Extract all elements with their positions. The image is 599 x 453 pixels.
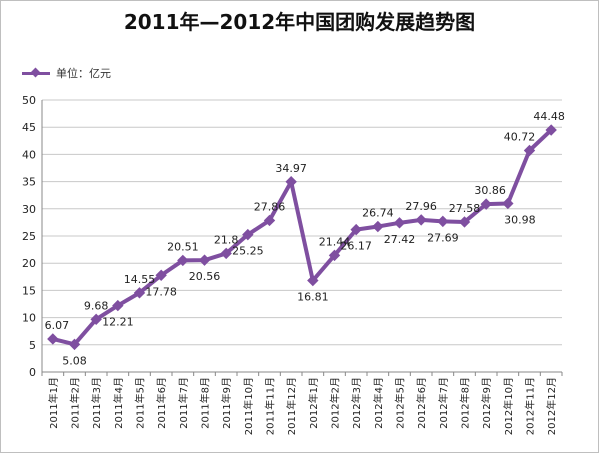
data-label: 17.78: [145, 285, 177, 298]
x-tick-label: 2011年3月: [90, 377, 103, 429]
chart-title: 2011年—2012年中国团购发展趋势图: [123, 10, 476, 34]
data-label: 30.98: [504, 213, 536, 226]
x-tick-label: 2011年9月: [220, 377, 233, 429]
x-tick-label: 2012年8月: [459, 377, 472, 429]
data-point: [263, 214, 276, 227]
data-point: [458, 216, 471, 228]
data-point: [415, 214, 427, 226]
data-label: 27.42: [384, 233, 416, 246]
data-label: 5.08: [62, 354, 87, 367]
series-line: [52, 128, 553, 347]
data-point: [177, 254, 189, 267]
data-point: [307, 274, 319, 287]
data-point: [523, 144, 536, 157]
data-label: 9.68: [84, 299, 109, 312]
x-tick-label: 2011年8月: [199, 377, 212, 429]
x-tick-label: 2011年5月: [134, 377, 147, 429]
data-point: [155, 269, 167, 281]
data-point: [372, 220, 384, 233]
data-point: [133, 287, 146, 299]
x-tick-label: 2012年5月: [394, 377, 407, 429]
x-tick-label: 2012年11月: [524, 377, 537, 435]
data-label: 6.07: [45, 319, 70, 332]
data-point: [502, 197, 514, 210]
x-tick-label: 2012年4月: [372, 377, 385, 429]
data-point: [285, 176, 297, 188]
data-label: 20.56: [189, 270, 221, 283]
y-tick-label: 40: [22, 148, 36, 161]
y-tick-label: 50: [22, 94, 36, 107]
data-label: 26.74: [362, 207, 394, 220]
y-tick-label: 15: [22, 284, 36, 297]
y-tick-label: 0: [29, 366, 36, 379]
data-point: [328, 249, 341, 262]
data-label: 25.25: [232, 245, 264, 258]
x-tick-label: 2012年6月: [415, 377, 428, 429]
data-point: [68, 338, 81, 351]
x-tick-label: 2012年12月: [545, 377, 558, 435]
x-tick-label: 2012年7月: [437, 377, 450, 429]
y-tick-label: 25: [22, 230, 36, 243]
data-label: 30.86: [474, 184, 506, 197]
data-point: [198, 254, 211, 266]
data-point: [393, 217, 406, 229]
data-point: [242, 228, 254, 241]
x-tick-label: 2012年9月: [480, 377, 493, 429]
data-label: 14.55: [124, 273, 156, 286]
data-label: 12.21: [102, 316, 134, 329]
x-tick-label: 2011年11月: [264, 377, 277, 435]
data-label: 26.17: [340, 240, 372, 253]
data-label: 40.72: [504, 130, 536, 143]
data-point: [47, 333, 59, 345]
y-tick-label: 20: [22, 257, 36, 270]
y-tick-label: 5: [29, 339, 36, 352]
legend-label: 单位：亿元: [56, 67, 111, 80]
x-tick-label: 2012年3月: [350, 377, 363, 429]
data-point: [437, 215, 449, 228]
x-tick-label: 2011年2月: [69, 377, 82, 429]
x-tick-label: 2012年2月: [329, 377, 342, 429]
data-point: [545, 124, 557, 136]
x-tick-label: 2011年12月: [285, 377, 298, 435]
x-tick-label: 2011年10月: [242, 377, 255, 435]
y-tick-label: 45: [22, 121, 36, 134]
data-label: 27.96: [405, 200, 437, 213]
data-point: [350, 223, 362, 236]
data-label: 16.81: [297, 291, 329, 304]
data-label: 20.51: [167, 240, 199, 253]
chart-legend: 单位：亿元: [22, 66, 111, 80]
y-tick-label: 30: [22, 203, 36, 216]
legend-line-marker-icon: [22, 71, 50, 75]
data-label: 27.58: [449, 202, 481, 215]
data-point: [112, 299, 124, 312]
data-point: [90, 313, 102, 326]
x-tick-label: 2012年1月: [307, 377, 320, 429]
x-tick-label: 2012年10月: [502, 377, 515, 435]
data-label: 27.69: [427, 231, 459, 244]
x-tick-label: 2011年6月: [155, 377, 168, 429]
data-label: 21.8: [214, 233, 239, 246]
data-point: [480, 198, 492, 210]
x-tick-label: 2011年1月: [47, 377, 60, 429]
data-point: [220, 247, 232, 260]
y-tick-label: 10: [22, 312, 36, 325]
x-tick-label: 2011年7月: [177, 377, 190, 429]
x-tick-label: 2011年4月: [112, 377, 125, 429]
data-label: 27.86: [254, 200, 286, 213]
data-label: 34.97: [275, 162, 307, 175]
data-label: 44.48: [533, 110, 565, 123]
y-tick-label: 35: [22, 176, 36, 189]
data-label: 21.44: [319, 235, 351, 248]
